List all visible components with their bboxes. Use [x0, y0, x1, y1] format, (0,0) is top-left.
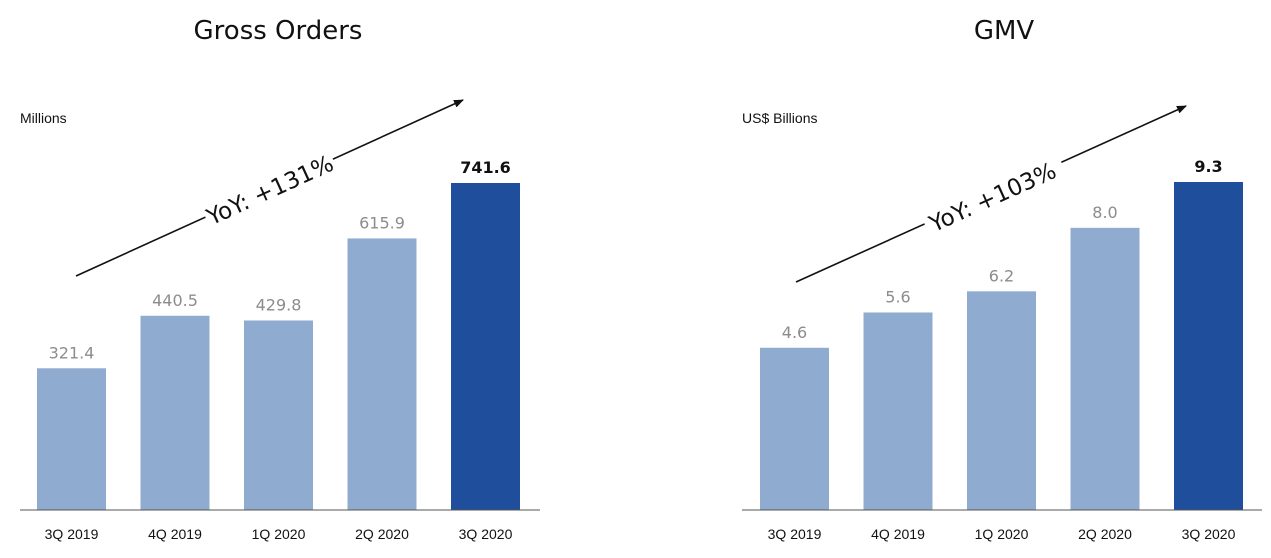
gmv-bar-4	[1070, 227, 1140, 510]
gross-orders-chart: Gross Orders Millions 321.4 440.5 429.8 615…	[20, 16, 540, 542]
gmv-value-label-4: 8.0	[1092, 203, 1117, 222]
gmv-chart: GMV US$ Billions 4.6 5.6 6.2 8.0 9.3 3Q 2019…	[742, 16, 1262, 542]
gmv-category-label-4: 2Q 2020	[1078, 526, 1132, 542]
gross-orders-bar-2	[140, 315, 210, 510]
gross-orders-category-label-4: 2Q 2020	[355, 526, 409, 542]
gmv-annotation-mask	[908, 127, 1079, 262]
gmv-bar-1	[760, 347, 829, 510]
gmv-value-label-3: 6.2	[989, 266, 1014, 285]
gross-orders-title: Gross Orders	[194, 16, 363, 46]
gmv-category-labels: 3Q 2019 4Q 2019 1Q 2020 2Q 2020 3Q 2020	[768, 526, 1236, 542]
gross-orders-category-label-5: 3Q 2020	[459, 526, 513, 542]
gross-orders-unit-label: Millions	[20, 110, 67, 126]
gmv-category-label-3: 1Q 2020	[975, 526, 1029, 542]
gross-orders-bar-1	[37, 368, 106, 510]
gross-orders-value-label-2: 440.5	[152, 291, 198, 310]
gross-orders-bar-4	[347, 238, 417, 510]
gross-orders-category-labels: 3Q 2019 4Q 2019 1Q 2020 2Q 2020 3Q 2020	[45, 526, 513, 542]
gross-orders-category-label-3: 1Q 2020	[252, 526, 306, 542]
gmv-bar-5	[1174, 182, 1243, 510]
gmv-category-label-1: 3Q 2019	[768, 526, 822, 542]
gmv-bar-3	[967, 291, 1036, 510]
gmv-value-label-1: 4.6	[782, 323, 807, 342]
gmv-category-label-5: 3Q 2020	[1182, 526, 1236, 542]
gmv-unit-label: US$ Billions	[742, 110, 817, 126]
gross-orders-value-label-3: 429.8	[256, 295, 302, 314]
gross-orders-value-label-5: 741.6	[460, 158, 511, 177]
gross-orders-bar-5	[451, 183, 520, 510]
gross-orders-value-label-4: 615.9	[359, 213, 405, 232]
gross-orders-value-label-1: 321.4	[49, 343, 95, 362]
gross-orders-bars: 321.4 440.5 429.8 615.9 741.6	[37, 158, 520, 510]
gmv-value-label-5: 9.3	[1194, 157, 1222, 176]
gross-orders-annotation-mask	[189, 124, 351, 256]
gmv-title: GMV	[974, 16, 1035, 46]
gmv-category-label-2: 4Q 2019	[871, 526, 925, 542]
gross-orders-category-label-2: 4Q 2019	[148, 526, 202, 542]
gross-orders-category-label-1: 3Q 2019	[45, 526, 99, 542]
gross-orders-bar-3	[244, 320, 313, 510]
gmv-value-label-2: 5.6	[885, 287, 910, 306]
gmv-bar-2	[863, 312, 933, 510]
gmv-bars: 4.6 5.6 6.2 8.0 9.3	[760, 157, 1243, 510]
